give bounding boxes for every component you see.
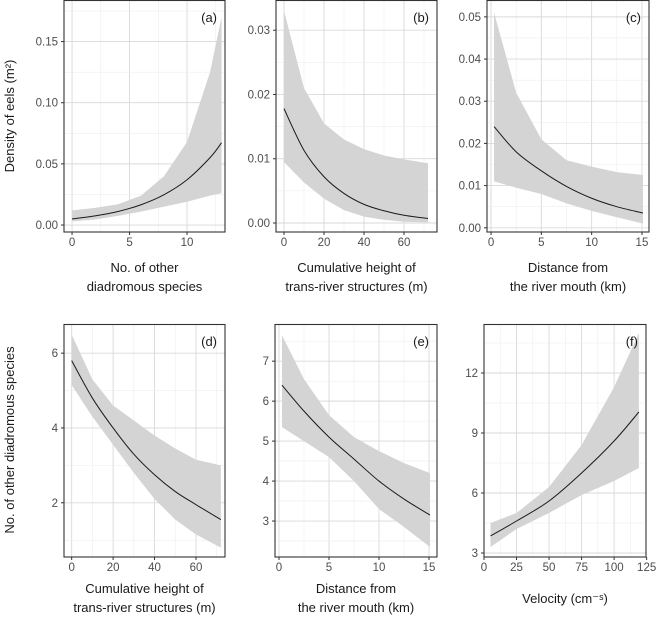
fitted-line bbox=[493, 126, 644, 214]
y-tick-label: 6 bbox=[472, 488, 478, 500]
y-tick-label: 6 bbox=[52, 348, 58, 360]
panel-label: (e) bbox=[413, 334, 429, 349]
x-tick-label: 10 bbox=[585, 237, 598, 249]
panel-label: (b) bbox=[413, 10, 429, 25]
panel-label: (a) bbox=[201, 10, 217, 25]
x-axis-label: the river mouth (km) bbox=[298, 600, 414, 615]
x-axis-label: trans-river structures (m) bbox=[73, 600, 215, 615]
panel-label: (d) bbox=[201, 334, 217, 349]
y-tick-label: 7 bbox=[263, 356, 269, 368]
panel-frame bbox=[483, 323, 647, 558]
y-tick-label: 0.02 bbox=[459, 138, 481, 150]
fitted-line bbox=[71, 360, 222, 521]
confidence-ribbon bbox=[490, 333, 639, 547]
y-axis-label: Density of eels (m²) bbox=[2, 60, 17, 173]
y-tick-label: 3 bbox=[472, 548, 478, 560]
x-tick-label: 50 bbox=[543, 562, 556, 574]
x-tick-label: 125 bbox=[637, 562, 656, 574]
x-tick-label: 15 bbox=[636, 237, 649, 249]
fitted-line bbox=[71, 142, 222, 220]
x-tick-label: 60 bbox=[190, 562, 203, 574]
panel-b: 0 20 40 60 0.00 0.01 0.02 0.03 (b) Cumulative hei… bbox=[248, 0, 438, 294]
x-tick-label: 0 bbox=[281, 237, 287, 249]
fitted-line bbox=[281, 384, 431, 516]
y-tick-label: 0.02 bbox=[248, 89, 270, 101]
y-tick-label: 0.10 bbox=[36, 98, 58, 110]
panel-d: 0 20 40 60 2 4 6 (d) Cumulative height of trans-r… bbox=[2, 323, 226, 615]
y-tick-label: 5 bbox=[263, 436, 269, 448]
x-tick-label: 10 bbox=[373, 562, 386, 574]
x-tick-label: 0 bbox=[481, 562, 487, 574]
x-tick-label: 10 bbox=[181, 237, 194, 249]
x-tick-label: 20 bbox=[318, 237, 331, 249]
y-tick-label: 0.00 bbox=[248, 218, 270, 230]
x-tick-label: 5 bbox=[326, 562, 332, 574]
y-tick-label: 0.01 bbox=[248, 154, 270, 166]
x-tick-label: 20 bbox=[107, 562, 120, 574]
x-tick-label: 40 bbox=[148, 562, 161, 574]
x-axis-label: diadromous species bbox=[87, 279, 203, 294]
confidence-ribbon bbox=[282, 335, 430, 548]
y-tick-label: 12 bbox=[465, 368, 478, 380]
x-axis-label: trans-river structures (m) bbox=[285, 279, 427, 294]
x-axis-label: Cumulative height of bbox=[85, 581, 204, 596]
y-tick-label: 0.01 bbox=[459, 181, 481, 193]
x-axis-label: No. of other bbox=[111, 260, 180, 275]
y-tick-label: 0.05 bbox=[459, 12, 481, 24]
panel-frame bbox=[486, 0, 650, 233]
y-tick-label: 9 bbox=[472, 428, 478, 440]
panel-f: 0 25 50 75 100 125 3 6 9 12 (f) Velocity (cm⁻ˢ) bbox=[465, 323, 656, 606]
fitted-line bbox=[283, 108, 429, 219]
x-tick-label: 75 bbox=[575, 562, 588, 574]
x-tick-label: 15 bbox=[423, 562, 436, 574]
y-tick-label: 4 bbox=[52, 423, 59, 435]
x-tick-label: 0 bbox=[68, 562, 74, 574]
y-tick-label: 2 bbox=[52, 498, 58, 510]
panel-frame bbox=[275, 0, 438, 233]
y-tick-label: 0.15 bbox=[36, 37, 58, 49]
x-axis-label: the river mouth (km) bbox=[510, 279, 626, 294]
panel-label: (f) bbox=[626, 334, 638, 349]
panel-frame bbox=[63, 0, 226, 233]
panel-frame bbox=[63, 323, 226, 558]
y-tick-label: 0.00 bbox=[36, 220, 58, 232]
y-tick-label: 0.05 bbox=[36, 159, 58, 171]
x-axis-label: Velocity (cm⁻ˢ) bbox=[522, 591, 608, 606]
x-axis-label: Cumulative height of bbox=[297, 260, 416, 275]
y-tick-label: 0.03 bbox=[248, 25, 270, 37]
x-axis-label: Distance from bbox=[316, 581, 396, 596]
x-tick-label: 0 bbox=[488, 237, 494, 249]
x-tick-label: 40 bbox=[358, 237, 371, 249]
y-tick-label: 0.03 bbox=[459, 96, 481, 108]
x-tick-label: 5 bbox=[126, 237, 132, 249]
confidence-ribbon bbox=[72, 17, 222, 222]
x-tick-label: 5 bbox=[538, 237, 544, 249]
y-tick-label: 0.04 bbox=[459, 54, 482, 66]
x-tick-label: 0 bbox=[276, 562, 282, 574]
fitted-line bbox=[490, 411, 640, 537]
confidence-ribbon bbox=[71, 334, 221, 548]
panel-a: 0 5 10 0.00 0.05 0.10 0.15 (a) No. of other diadr… bbox=[2, 0, 226, 294]
y-axis-label: No. of other diadromous species bbox=[2, 346, 17, 534]
panel-label: (c) bbox=[626, 10, 641, 25]
panel-e: 0 5 10 15 3 4 5 6 7 (e) Distance from the river mou… bbox=[263, 323, 438, 615]
confidence-ribbon bbox=[284, 10, 428, 223]
y-tick-label: 4 bbox=[263, 476, 270, 488]
y-tick-label: 0.00 bbox=[459, 223, 481, 235]
confidence-ribbon bbox=[494, 12, 643, 224]
x-tick-label: 100 bbox=[605, 562, 624, 574]
y-tick-label: 6 bbox=[263, 396, 269, 408]
x-axis-label: Distance from bbox=[528, 260, 608, 275]
y-tick-label: 3 bbox=[263, 516, 269, 528]
panel-c: 0 5 10 15 0.00 0.01 0.02 0.03 0.04 0.05 (c) Distanc… bbox=[459, 0, 650, 294]
x-tick-label: 25 bbox=[510, 562, 523, 574]
x-tick-label: 0 bbox=[69, 237, 75, 249]
x-tick-label: 60 bbox=[398, 237, 411, 249]
